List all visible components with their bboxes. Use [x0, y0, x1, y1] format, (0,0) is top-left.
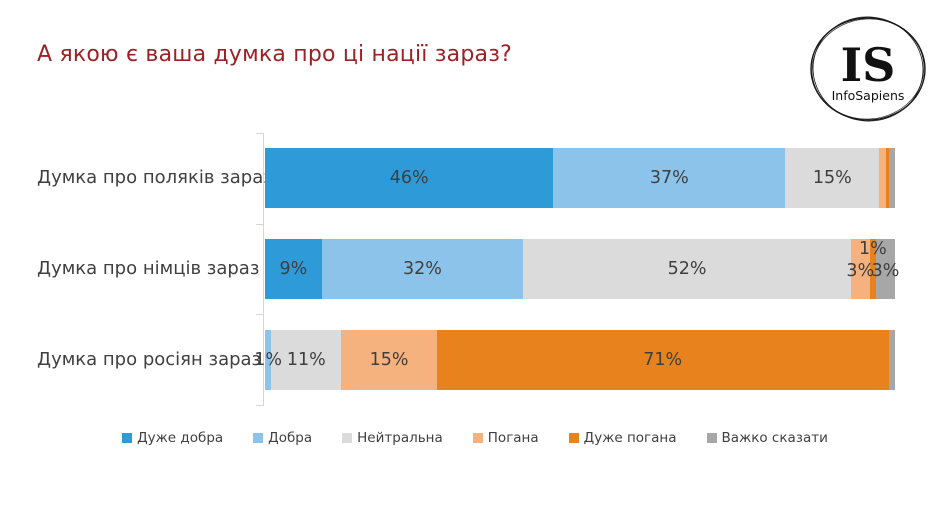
axis-tick: [256, 223, 264, 225]
legend-item: Дуже добра: [122, 430, 223, 446]
data-label: 46%: [389, 168, 429, 189]
chart-row: Думка про поляків зараз 46% 37% 15%: [37, 133, 917, 224]
bar-segment: 3%: [846, 238, 874, 299]
bar-segment: 9%: [265, 238, 322, 299]
bar-segment: 15%: [341, 329, 437, 390]
stacked-bar-chart: Думка про поляків зараз 46% 37% 15% Думка пр…: [37, 133, 917, 406]
bar-segment: [888, 329, 895, 390]
logo-circle-icon: IS InfoSapiens: [810, 16, 926, 122]
bar-track: 9% 32% 52% 3% 1% 3%: [265, 238, 899, 299]
data-label: 11%: [286, 349, 326, 370]
bar-track: 1% 11% 15% 71%: [254, 329, 895, 390]
bar-segment: [888, 148, 895, 209]
chart-row: Думка про росіян зараз 1% 11% 15% 71%: [37, 314, 917, 405]
legend-swatch-icon: [472, 433, 483, 443]
legend-label: Важко сказати: [721, 430, 828, 446]
legend-label: Дуже добра: [137, 430, 224, 446]
legend-swatch-icon: [342, 433, 353, 443]
chart-row: Думка про німців зараз 9% 32% 52% 3% 1% 3%: [37, 224, 917, 315]
category-label: Думка про росіян зараз: [37, 348, 262, 370]
bar-track: 46% 37% 15%: [265, 148, 895, 209]
legend-label: Нейтральна: [357, 430, 443, 446]
legend-swatch-icon: [568, 433, 579, 443]
bar-segment: [879, 148, 886, 209]
legend-item: Погана: [472, 430, 539, 446]
data-label: 1%: [254, 349, 283, 370]
bar-segment: [885, 148, 889, 209]
axis-tick: [256, 314, 264, 316]
legend-swatch-icon: [706, 433, 717, 443]
bar-segment: 1%: [859, 238, 887, 299]
legend-item: Дуже погана: [568, 430, 677, 446]
data-label: 71%: [643, 349, 683, 370]
category-label: Думка про німців зараз: [37, 258, 260, 280]
legend-item: Добра: [253, 430, 312, 446]
bar-segment: 32%: [321, 238, 524, 299]
logo-name: InfoSapiens: [832, 88, 905, 103]
bar-segment: 71%: [436, 329, 889, 390]
data-label: 3%: [846, 260, 875, 281]
axis-tick: [256, 133, 264, 134]
legend-label: Добра: [268, 430, 313, 446]
legend-swatch-icon: [253, 433, 264, 443]
data-label: 52%: [667, 258, 707, 279]
bar-segment: 1%: [254, 329, 282, 390]
data-label: 3%: [871, 260, 900, 281]
bar-segment: 3%: [872, 238, 899, 299]
data-label: 15%: [812, 168, 852, 189]
data-label: 15%: [369, 349, 409, 370]
legend-label: Дуже погана: [583, 430, 677, 446]
bar-segment: 11%: [271, 329, 342, 390]
chart-rows: Думка про поляків зараз 46% 37% 15% Думка пр…: [37, 133, 917, 405]
infosapiens-logo: IS InfoSapiens: [806, 14, 930, 124]
legend-label: Погана: [487, 430, 539, 446]
data-label: 1%: [859, 238, 887, 259]
data-label: 9%: [279, 258, 308, 279]
axis-tick: [256, 405, 264, 406]
bar-segment: 15%: [785, 148, 880, 209]
legend-item: Нейтральна: [342, 430, 443, 446]
logo-initials: IS: [841, 38, 896, 92]
category-label: Думка про поляків зараз: [37, 167, 273, 189]
data-label: 37%: [649, 168, 689, 189]
legend-item: Важко сказати: [706, 430, 828, 446]
data-label: 32%: [403, 258, 442, 279]
bar-segment: 52%: [523, 238, 851, 299]
chart-title: А якою є ваша думка про ці нації зараз?: [37, 42, 512, 67]
bar-segment: 37%: [553, 148, 786, 209]
bar-segment: 46%: [265, 148, 554, 209]
legend-swatch-icon: [122, 433, 133, 443]
chart-legend: Дуже добра Добра Нейтральна Погана Дуже пога…: [0, 430, 950, 446]
y-axis-line: [263, 133, 264, 405]
